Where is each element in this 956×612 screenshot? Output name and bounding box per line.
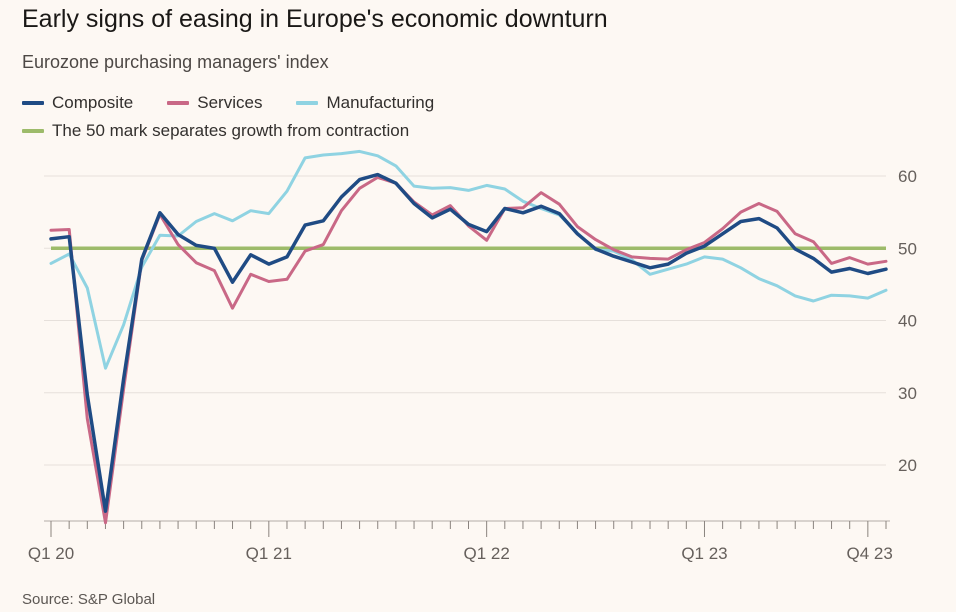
- y-tick-label-20: 20: [898, 456, 917, 475]
- series-services: [49, 175, 888, 525]
- legend-item-services: Services: [167, 93, 262, 113]
- source-note: Source: S&P Global: [22, 591, 156, 608]
- x-axis: Q1 20 Q1 21 Q1 22 Q1 23 Q4 23: [28, 520, 893, 563]
- legend-threshold: The 50 mark separates growth from contra…: [22, 119, 443, 143]
- x-tick-label-2: Q1 22: [463, 544, 509, 563]
- y-tick-label-50: 50: [898, 239, 917, 258]
- legend-swatch-composite: [22, 101, 44, 105]
- legend-label-threshold: The 50 mark separates growth from contra…: [52, 121, 410, 140]
- y-tick-label-60: 60: [898, 167, 917, 186]
- chart-title: Early signs of easing in Europe's econom…: [22, 5, 608, 33]
- series-lines: [49, 149, 888, 525]
- legend-item-threshold: The 50 mark separates growth from contra…: [22, 121, 409, 141]
- y-tick-label-40: 40: [898, 312, 917, 331]
- x-tick-label-3: Q1 23: [681, 544, 727, 563]
- legend: Composite Services Manufacturing: [22, 91, 468, 115]
- chart-subtitle: Eurozone purchasing managers' index: [22, 52, 329, 72]
- y-axis: 20 30 40 50 60: [898, 167, 917, 475]
- legend-item-manufacturing: Manufacturing: [296, 93, 434, 113]
- series-line-composite: [49, 172, 888, 513]
- series-manufacturing: [49, 149, 888, 370]
- legend-item-composite: Composite: [22, 93, 133, 113]
- legend-label-services: Services: [197, 93, 263, 112]
- series-composite: [49, 172, 888, 513]
- legend-label-composite: Composite: [52, 93, 134, 112]
- series-line-services: [49, 175, 888, 525]
- legend-swatch-services: [167, 101, 190, 105]
- legend-label-manufacturing: Manufacturing: [326, 93, 435, 112]
- x-tick-label-4: Q4 23: [847, 544, 893, 563]
- legend-swatch-manufacturing: [296, 101, 319, 105]
- y-tick-label-30: 30: [898, 384, 917, 403]
- x-tick-label-1: Q1 21: [246, 544, 292, 563]
- x-tick-label-0: Q1 20: [28, 544, 74, 563]
- series-line-manufacturing: [49, 149, 888, 370]
- legend-swatch-threshold: [22, 129, 44, 133]
